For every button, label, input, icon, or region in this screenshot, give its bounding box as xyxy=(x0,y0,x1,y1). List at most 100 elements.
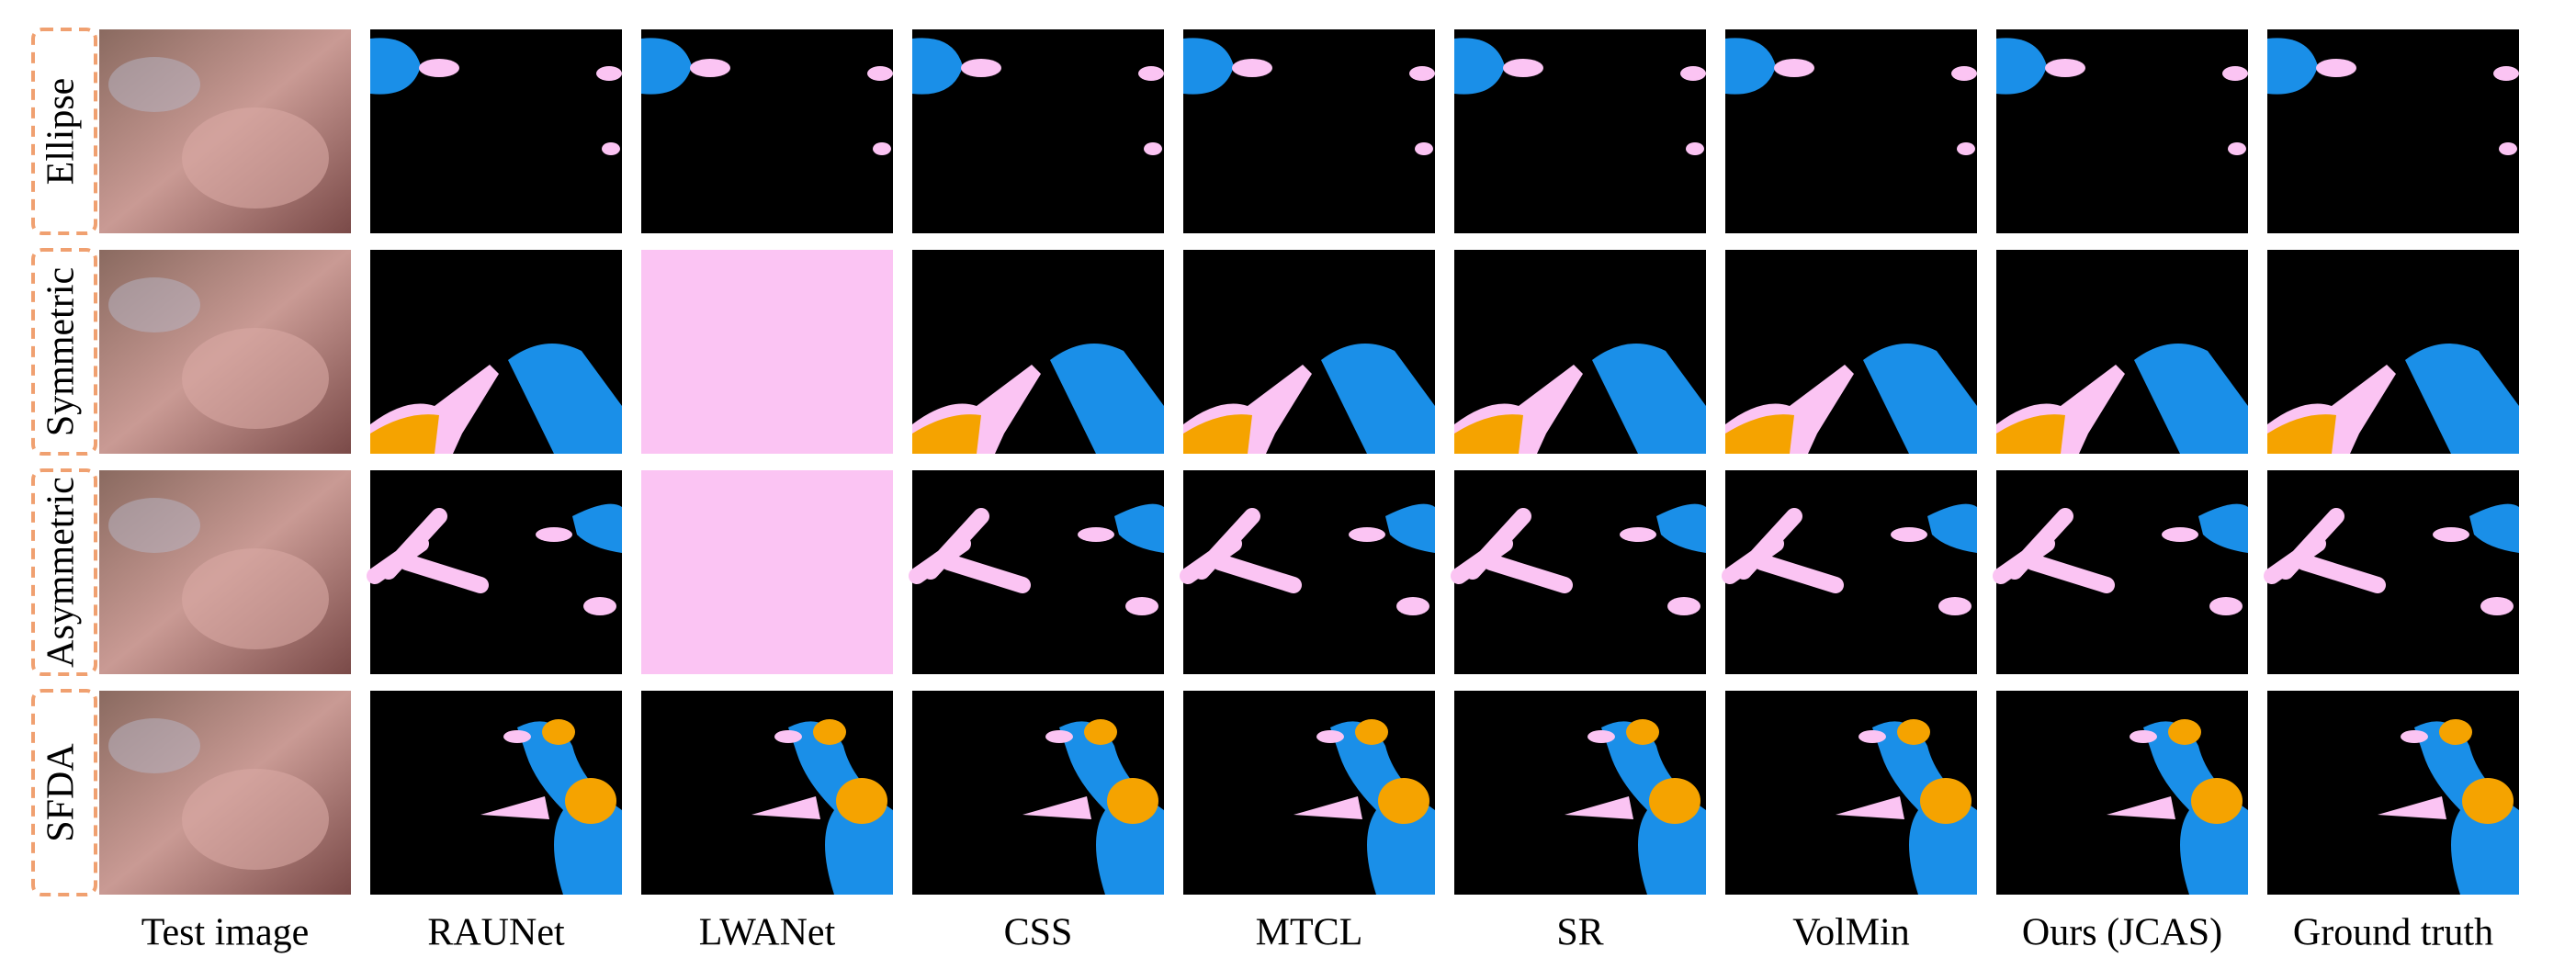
cell xyxy=(370,470,622,674)
tool-mask xyxy=(1649,778,1700,824)
tool-mask xyxy=(1680,66,1706,81)
tool-mask xyxy=(1957,142,1975,155)
tool-mask xyxy=(2191,778,2243,824)
cell xyxy=(1454,250,1706,454)
tool-mask xyxy=(1144,142,1162,155)
column-label: Test image xyxy=(141,912,310,954)
column-label: RAUNet xyxy=(427,912,565,954)
cell xyxy=(1725,29,1977,233)
tool-mask xyxy=(2499,142,2517,155)
mask xyxy=(641,470,893,674)
cell xyxy=(1996,29,2248,233)
column-label: Ours (JCAS) xyxy=(2022,912,2222,954)
tool-mask xyxy=(1045,730,1073,743)
tool-mask xyxy=(1626,719,1659,745)
tool-mask xyxy=(1138,66,1164,81)
row-label: SFDA xyxy=(40,743,83,842)
tool-mask xyxy=(2493,66,2519,81)
tissue-detail xyxy=(182,769,329,870)
tool-mask xyxy=(836,778,887,824)
cell xyxy=(1183,470,1435,674)
tool-mask xyxy=(867,66,893,81)
tool-mask xyxy=(1396,597,1429,615)
tool-mask xyxy=(873,142,891,155)
tool-mask xyxy=(1084,719,1117,745)
tool-mask xyxy=(2316,59,2356,77)
cell xyxy=(641,250,893,454)
cell xyxy=(1725,250,1977,454)
tool-mask xyxy=(1349,527,1385,542)
mask xyxy=(1454,470,1706,674)
cell xyxy=(912,470,1164,674)
cell xyxy=(912,29,1164,233)
tool-mask xyxy=(690,59,730,77)
row-label: Symmetric xyxy=(40,267,83,436)
tool-mask xyxy=(1920,778,1972,824)
tool-mask xyxy=(2168,719,2201,745)
column-label: LWANet xyxy=(699,912,836,954)
tool-mask xyxy=(583,597,616,615)
tool-mask xyxy=(2433,527,2469,542)
tool-mask xyxy=(1686,142,1704,155)
tool-mask xyxy=(2462,778,2514,824)
cell xyxy=(641,29,893,233)
cell xyxy=(912,250,1164,454)
tool-mask xyxy=(596,66,622,81)
tool-mask xyxy=(2045,59,2085,77)
row-label: Ellipse xyxy=(40,78,83,186)
cell xyxy=(2267,250,2519,454)
cell xyxy=(99,691,351,895)
tool-mask xyxy=(1232,59,1272,77)
column-label: CSS xyxy=(1004,912,1073,954)
cell xyxy=(641,691,893,895)
tool-mask xyxy=(1355,719,1388,745)
cell xyxy=(370,29,622,233)
tool-mask xyxy=(1587,730,1615,743)
column-label: Ground truth xyxy=(2293,912,2493,954)
tool-mask xyxy=(1316,730,1344,743)
tissue-detail xyxy=(108,57,200,112)
tool-mask xyxy=(1891,527,1927,542)
cell xyxy=(1454,470,1706,674)
cell xyxy=(2267,29,2519,233)
tool-mask xyxy=(1859,730,1886,743)
tool-mask xyxy=(2228,142,2246,155)
tool-mask xyxy=(2209,597,2243,615)
tool-mask xyxy=(813,719,846,745)
cell xyxy=(1996,470,2248,674)
cell xyxy=(1996,691,2248,895)
cell xyxy=(1725,691,1977,895)
cell xyxy=(1183,29,1435,233)
column-label: VolMin xyxy=(1792,912,1910,954)
cell xyxy=(1725,470,1977,674)
mask xyxy=(641,250,893,454)
cell xyxy=(1183,250,1435,454)
tool-mask xyxy=(542,719,575,745)
tool-mask xyxy=(1774,59,1814,77)
tool-mask xyxy=(602,142,620,155)
mask xyxy=(912,470,1164,674)
tool-mask xyxy=(2222,66,2248,81)
tool-mask xyxy=(1938,597,1972,615)
tool-mask xyxy=(1620,527,1656,542)
tissue-detail xyxy=(182,328,329,429)
tissue-detail xyxy=(182,107,329,209)
cell xyxy=(2267,470,2519,674)
tool-mask xyxy=(1667,597,1700,615)
tool-mask xyxy=(1409,66,1435,81)
tool-mask xyxy=(1378,778,1429,824)
cell xyxy=(99,250,351,454)
tool-mask xyxy=(419,59,459,77)
figure: EllipseSymmetricAsymmetricSFDATest image… xyxy=(0,0,2576,958)
tool-mask xyxy=(1415,142,1433,155)
mask xyxy=(2267,470,2519,674)
cell xyxy=(99,29,351,233)
tool-mask xyxy=(1107,778,1158,824)
tool-mask xyxy=(2401,730,2428,743)
tool-mask xyxy=(565,778,616,824)
tool-mask xyxy=(536,527,572,542)
tool-mask xyxy=(503,730,531,743)
cell xyxy=(370,250,622,454)
tool-mask xyxy=(1951,66,1977,81)
tool-mask xyxy=(2480,597,2514,615)
